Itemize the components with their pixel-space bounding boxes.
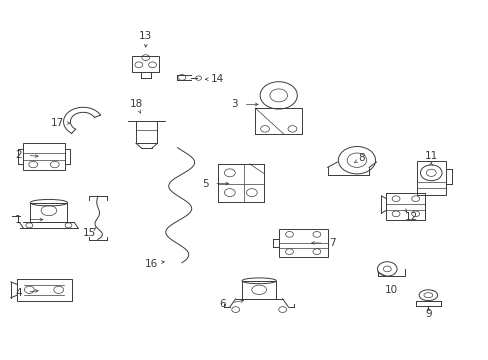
Text: 8: 8 <box>358 153 365 163</box>
Text: 5: 5 <box>202 179 208 189</box>
Bar <box>416 161 445 195</box>
Text: 1: 1 <box>15 215 22 225</box>
Text: 11: 11 <box>424 150 437 161</box>
Text: 6: 6 <box>219 299 225 309</box>
Text: 2: 2 <box>15 150 22 160</box>
Bar <box>132 56 159 72</box>
Text: 14: 14 <box>210 74 224 84</box>
Text: 12: 12 <box>404 212 418 222</box>
Bar <box>242 281 276 299</box>
Text: 15: 15 <box>82 228 96 238</box>
Text: 7: 7 <box>328 238 335 248</box>
Text: 17: 17 <box>51 118 64 128</box>
Text: 18: 18 <box>129 99 142 109</box>
Bar <box>30 203 67 222</box>
Bar <box>136 121 157 143</box>
Text: 13: 13 <box>139 31 152 41</box>
Text: 4: 4 <box>15 288 22 298</box>
Text: 16: 16 <box>144 258 158 269</box>
Text: 9: 9 <box>424 309 431 319</box>
Bar <box>278 229 327 257</box>
Text: 3: 3 <box>231 99 238 109</box>
Text: 10: 10 <box>384 285 397 295</box>
Bar <box>23 143 64 170</box>
